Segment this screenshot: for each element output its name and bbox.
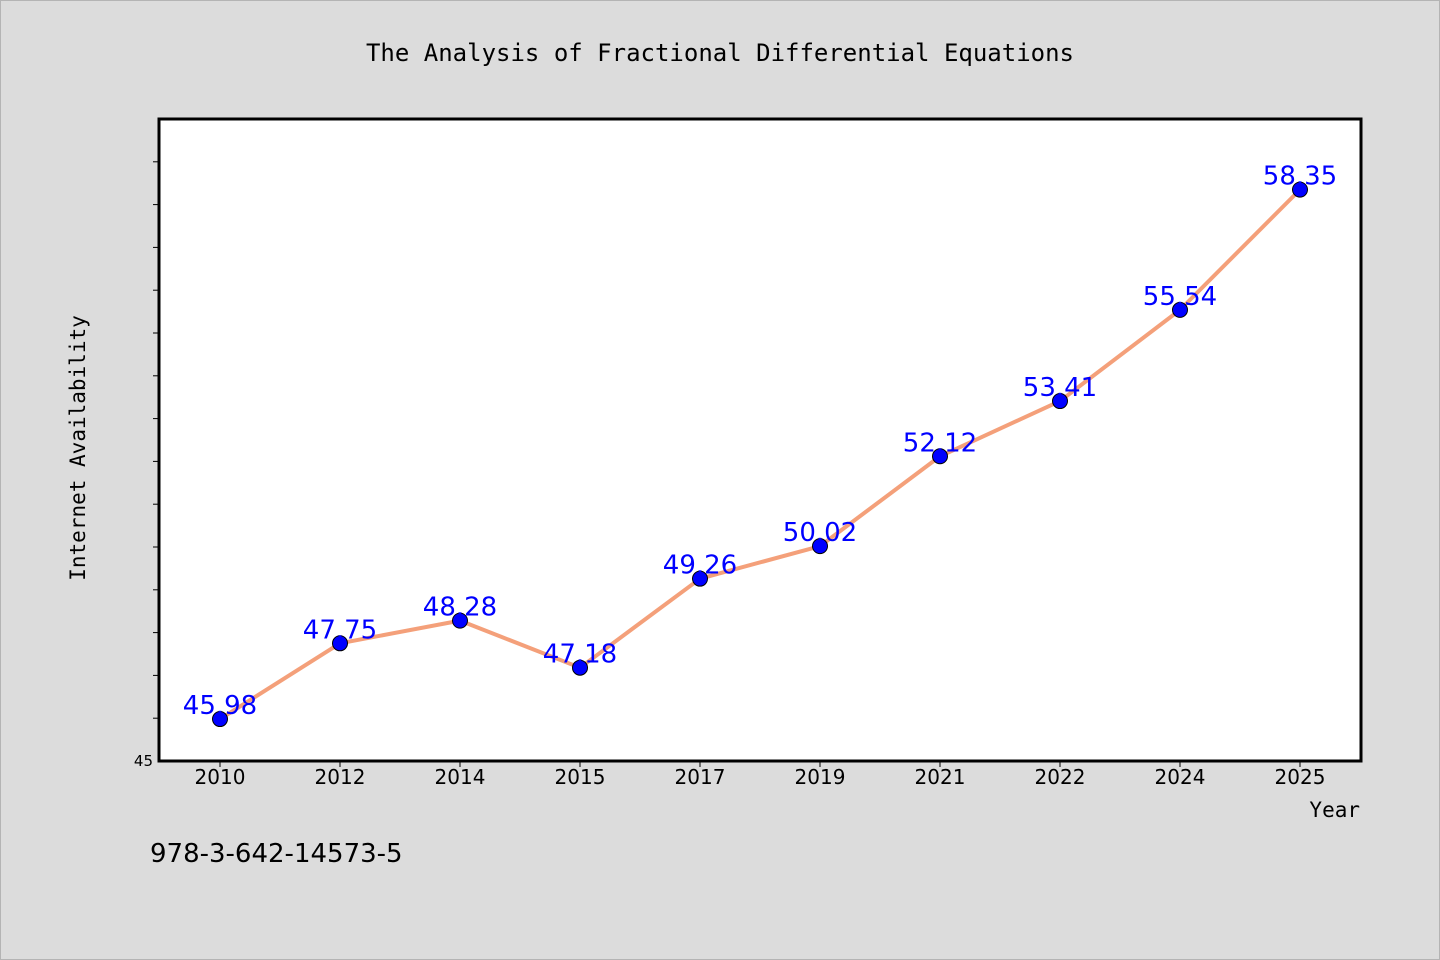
data-label: 55.54 [1143, 282, 1217, 312]
x-axis-ticks: 2010 2012 2014 2015 2017 2019 2021 2022 2024 2025 [195, 761, 1326, 789]
series-group [212, 181, 1308, 728]
data-point [932, 448, 948, 465]
data-labels-group: 45.98 47.75 48.28 47.18 49.26 50.02 52.12 53.41… [183, 162, 1337, 721]
data-label: 52.12 [903, 428, 977, 458]
y-axis-ticks: 45 [134, 161, 159, 770]
x-tick-label: 2022 [1035, 765, 1086, 789]
data-label: 49.26 [663, 551, 737, 581]
x-tick-label: 2019 [795, 765, 846, 789]
data-label: 48.28 [423, 593, 497, 623]
y-axis-label: Internet Availability [66, 315, 90, 581]
x-tick-label: 2010 [195, 765, 246, 789]
x-tick-label: 2017 [675, 765, 726, 789]
y-tick-label: 45 [134, 752, 153, 770]
data-point [1292, 181, 1308, 198]
x-tick-label: 2025 [1275, 765, 1326, 789]
data-point [332, 635, 348, 652]
x-axis-label: Year [1309, 798, 1360, 822]
data-label: 50.02 [783, 518, 857, 548]
data-label: 47.75 [303, 615, 377, 645]
data-label: 47.18 [543, 640, 617, 670]
data-point [212, 711, 228, 728]
x-tick-label: 2015 [555, 765, 606, 789]
data-label: 58.35 [1263, 162, 1337, 192]
data-point [1172, 301, 1188, 318]
x-tick-label: 2014 [435, 765, 486, 789]
chart-title: The Analysis of Fractional Differential … [366, 39, 1074, 67]
data-point [1052, 393, 1068, 410]
data-point [452, 612, 468, 629]
data-point [692, 570, 708, 587]
isbn-annotation: 978-3-642-14573-5 [150, 839, 403, 869]
x-tick-label: 2021 [915, 765, 966, 789]
data-point [572, 659, 588, 676]
x-tick-label: 2024 [1155, 765, 1206, 789]
x-tick-label: 2012 [315, 765, 366, 789]
data-point [812, 538, 828, 555]
plot-area [157, 117, 1363, 763]
data-label: 53.41 [1023, 373, 1097, 403]
data-label: 45.98 [183, 691, 257, 721]
series-line [218, 188, 1302, 721]
